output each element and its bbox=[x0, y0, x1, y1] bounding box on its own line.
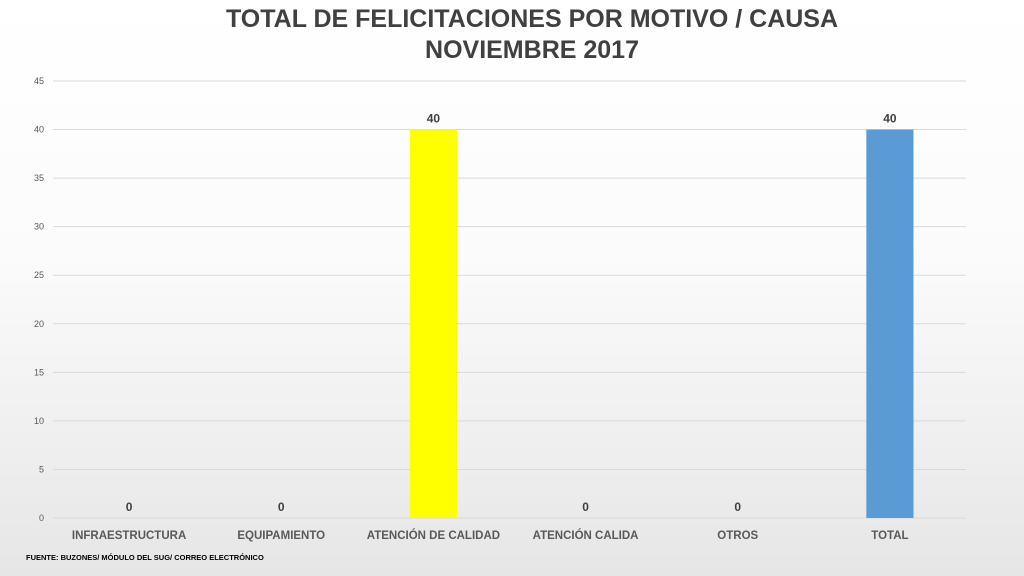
category-label: TOTAL bbox=[871, 530, 908, 542]
y-tick-label: 25 bbox=[34, 270, 44, 280]
chart-subtitle: NOVIEMBRE 2017 bbox=[425, 36, 639, 64]
y-tick-label: 35 bbox=[34, 173, 44, 183]
y-tick-label: 10 bbox=[34, 416, 44, 426]
category-label: EQUIPAMIENTO bbox=[237, 530, 325, 542]
data-label: 0 bbox=[582, 500, 589, 514]
category-label: INFRAESTRUCTURA bbox=[72, 530, 186, 542]
y-tick-label: 45 bbox=[34, 76, 44, 86]
category-label: OTROS bbox=[717, 530, 758, 542]
bar bbox=[409, 129, 458, 519]
data-label: 0 bbox=[278, 500, 285, 514]
chart-title: TOTAL DE FELICITACIONES POR MOTIVO / CAU… bbox=[225, 5, 839, 33]
data-label: 0 bbox=[734, 500, 741, 514]
y-tick-label: 30 bbox=[34, 222, 44, 232]
bar bbox=[866, 129, 914, 519]
data-label: 0 bbox=[126, 500, 133, 514]
y-tick-label: 5 bbox=[39, 464, 44, 474]
y-tick-label: 20 bbox=[34, 319, 44, 329]
category-label: ATENCIÓN DE CALIDAD bbox=[367, 529, 500, 542]
y-tick-label: 40 bbox=[34, 125, 44, 135]
source-note: FUENTE: BUZONES/ MÓDULO DEL SUG/ CORREO … bbox=[26, 553, 264, 562]
data-label: 40 bbox=[883, 112, 897, 126]
y-tick-label: 0 bbox=[39, 513, 44, 523]
y-tick-label: 15 bbox=[34, 367, 44, 377]
category-label: ATENCIÓN CALIDA bbox=[533, 529, 639, 542]
chart-title-block: TOTAL DE FELICITACIONES POR MOTIVO / CAU… bbox=[0, 4, 1024, 66]
data-label: 40 bbox=[427, 112, 441, 126]
